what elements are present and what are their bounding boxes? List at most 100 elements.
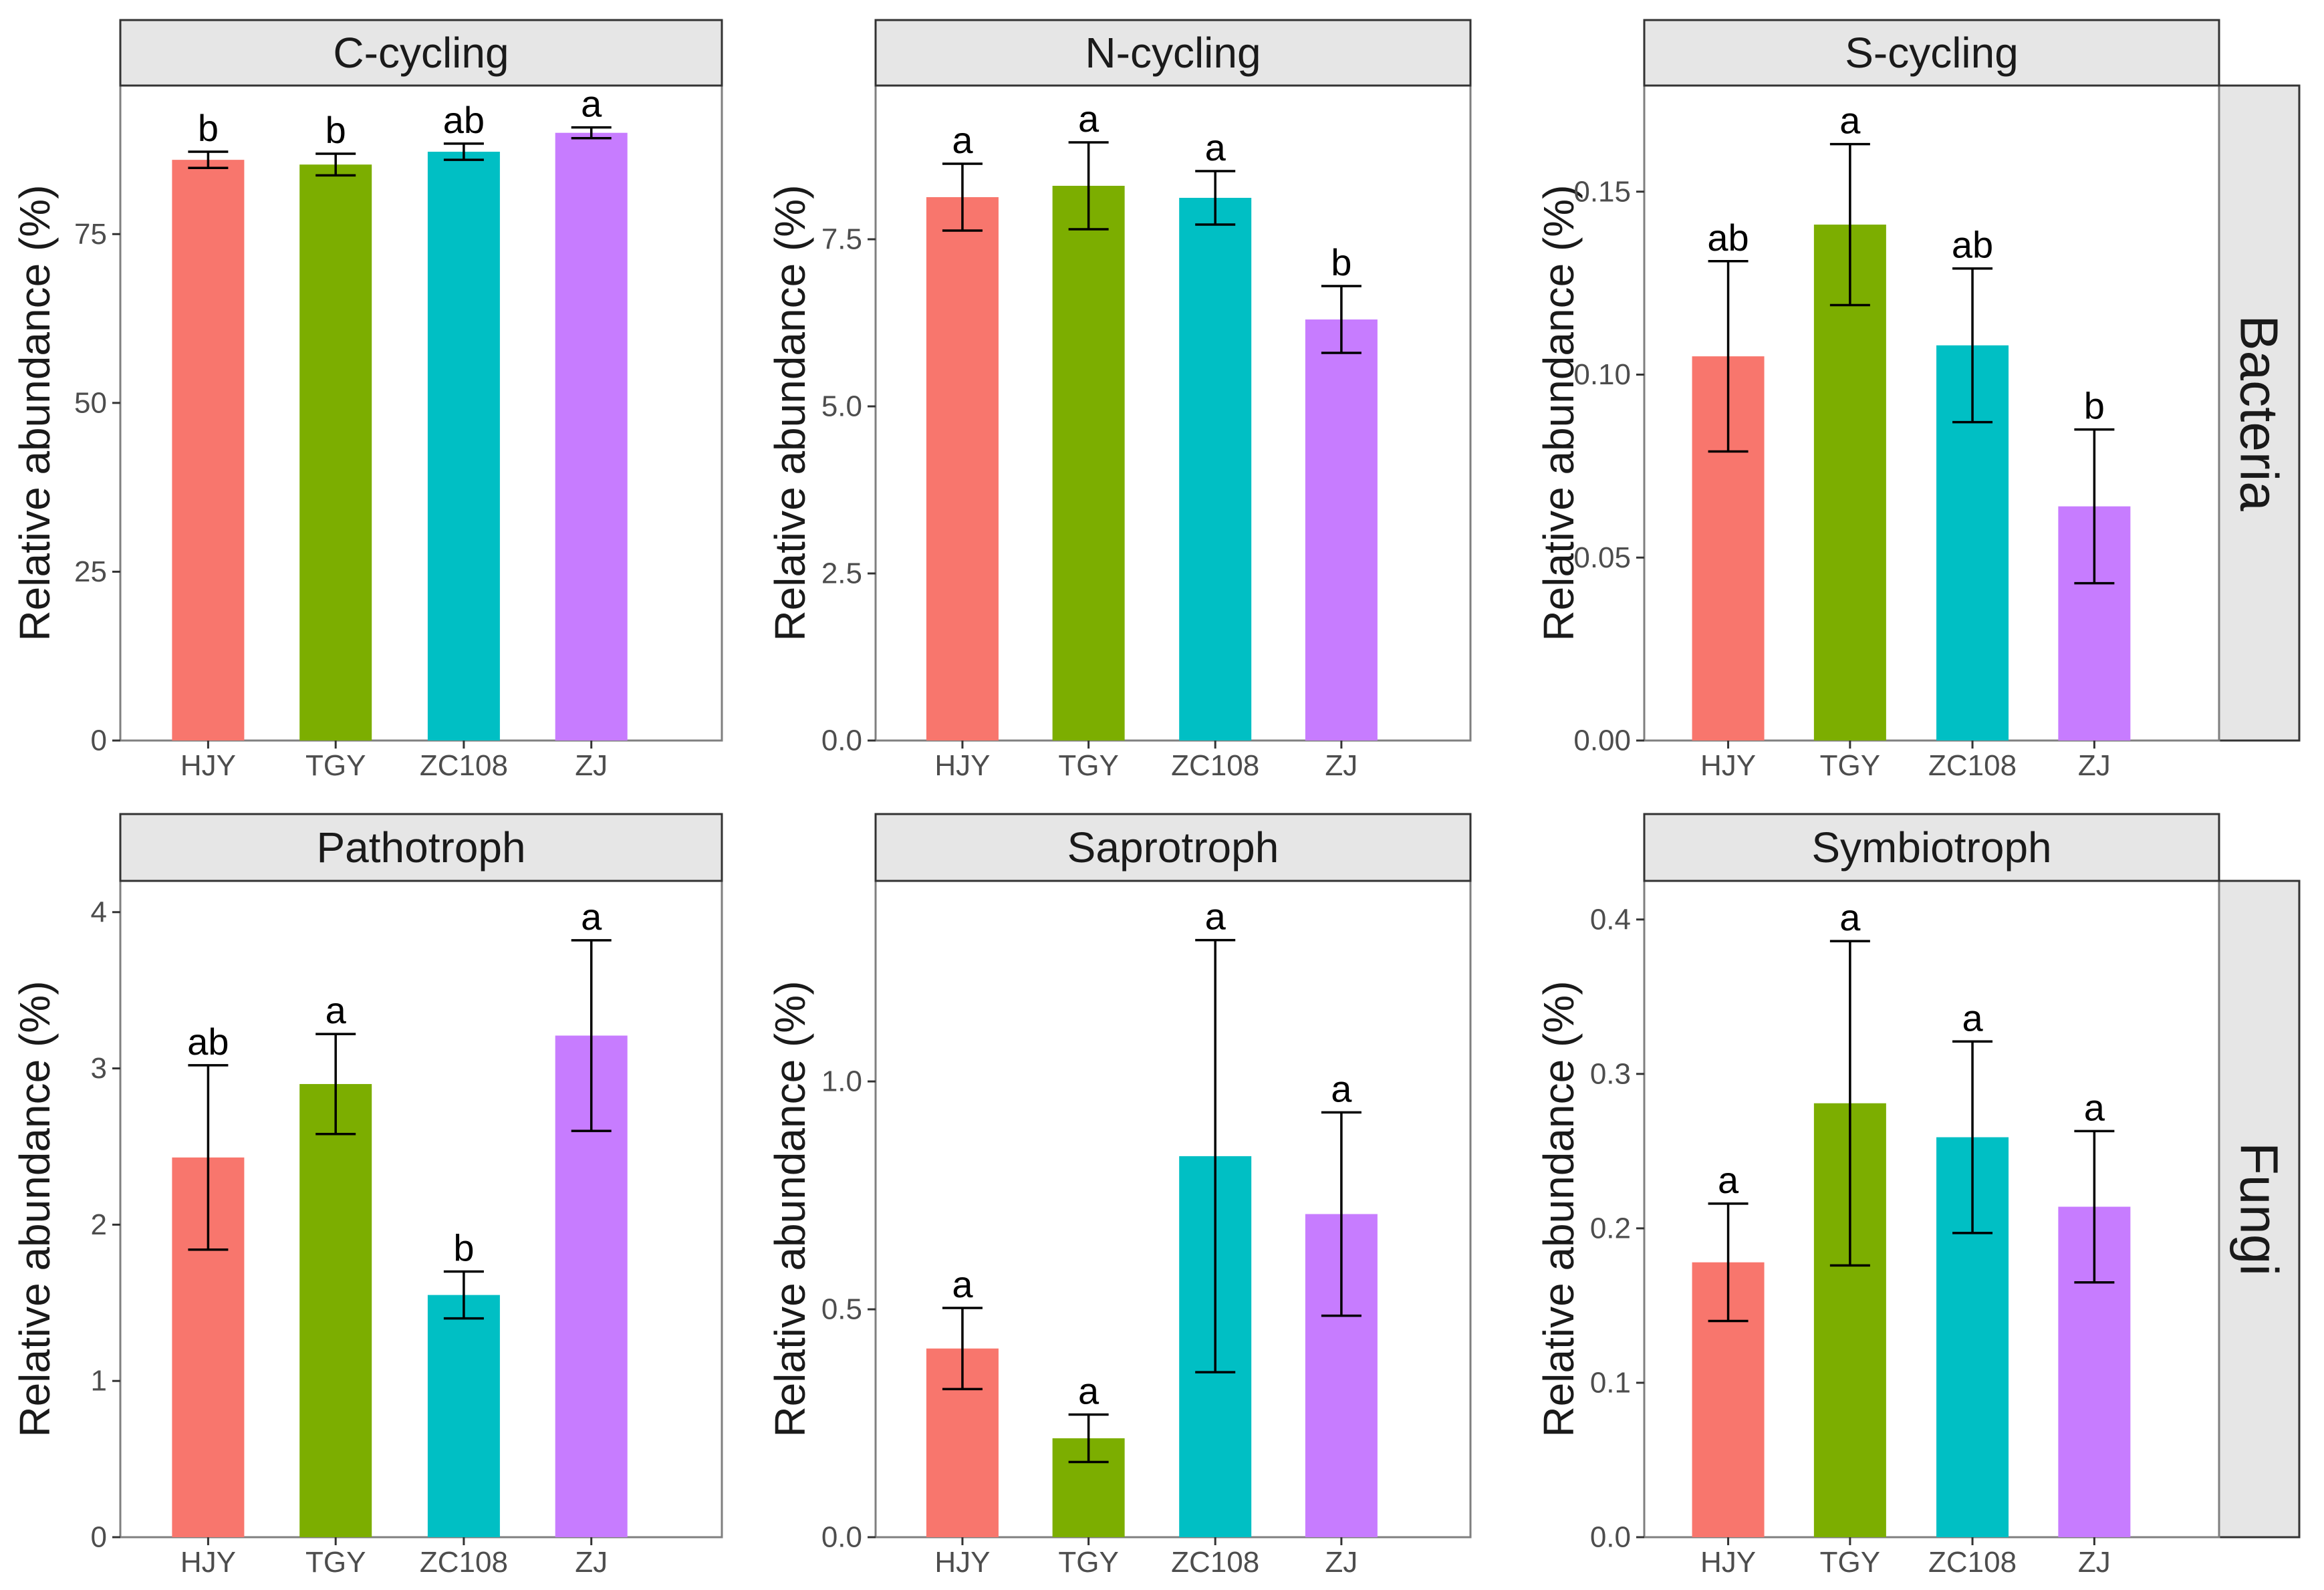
significance-letter-zc108: ab bbox=[1952, 224, 1993, 266]
significance-letter-tgy: a bbox=[326, 989, 347, 1031]
bar-hjy bbox=[172, 160, 245, 741]
panel-title-strip bbox=[1643, 19, 2220, 87]
panel-title: S-cycling bbox=[1845, 29, 2019, 77]
y-tick-label: 0.0 bbox=[821, 724, 862, 757]
y-axis-title: Relative abundance (%) bbox=[766, 184, 814, 641]
panel-title: N-cycling bbox=[1085, 29, 1261, 77]
y-tick-label: 4 bbox=[91, 896, 107, 928]
y-tick-label: 3 bbox=[91, 1052, 107, 1085]
panel-n-cycling: N-cycling Relative abundance (%) 0.0 2.5 5.0… bbox=[766, 19, 1472, 782]
x-tick-label: TGY bbox=[305, 1546, 366, 1579]
x-tick-label: ZC108 bbox=[1171, 749, 1259, 782]
y-tick-label: 2 bbox=[91, 1208, 107, 1241]
y-tick-label: 0.10 bbox=[1573, 358, 1631, 391]
y-axis-title: Relative abundance (%) bbox=[11, 980, 59, 1437]
bar-zj bbox=[555, 132, 628, 741]
significance-letter-hjy: ab bbox=[1707, 217, 1749, 259]
y-tick-label: 0.5 bbox=[821, 1293, 862, 1326]
y-tick-label: 7.5 bbox=[821, 223, 862, 256]
bar-tgy bbox=[299, 164, 372, 741]
panel-title-strip bbox=[119, 813, 723, 882]
y-tick-label: 0.1 bbox=[1590, 1366, 1631, 1399]
y-tick-label: 50 bbox=[74, 386, 107, 419]
y-tick-label: 0 bbox=[91, 724, 107, 757]
significance-letter-hjy: a bbox=[1718, 1159, 1739, 1201]
row-label: Fungi bbox=[2230, 1142, 2289, 1276]
significance-letter-zc108: b bbox=[453, 1227, 474, 1269]
significance-letter-tgy: a bbox=[1839, 100, 1861, 142]
row-strip-bacteria: Bacteria bbox=[2218, 84, 2301, 742]
x-tick-label: ZC108 bbox=[1928, 1546, 2017, 1579]
panel-title: C-cycling bbox=[333, 29, 509, 77]
x-tick-label: HJY bbox=[1700, 749, 1756, 782]
panel-title-strip bbox=[119, 19, 723, 87]
y-tick-label: 0.00 bbox=[1573, 724, 1631, 757]
panel-title-strip bbox=[874, 813, 1472, 882]
x-tick-label: TGY bbox=[1820, 1546, 1880, 1579]
significance-letter-zj: a bbox=[581, 896, 602, 938]
y-axis-title: Relative abundance (%) bbox=[1535, 184, 1583, 641]
panel-saprotroph: Saprotroph Relative abundance (%) 0.0 0.5 1.… bbox=[766, 813, 1472, 1579]
significance-letter-tgy: a bbox=[1839, 896, 1861, 938]
y-tick-label: 0.3 bbox=[1590, 1057, 1631, 1090]
x-tick-label: ZJ bbox=[575, 749, 608, 782]
bar-tgy bbox=[1052, 186, 1125, 741]
significance-letter-tgy: a bbox=[1078, 1370, 1100, 1412]
significance-letter-zj: a bbox=[581, 83, 602, 125]
significance-letter-zj: b bbox=[2084, 385, 2105, 427]
y-tick-label: 75 bbox=[74, 218, 107, 251]
row-strip-box bbox=[2218, 84, 2301, 742]
x-tick-label: HJY bbox=[1700, 1546, 1756, 1579]
y-axis-title: Relative abundance (%) bbox=[11, 184, 59, 641]
y-tick-label: 0.0 bbox=[1590, 1521, 1631, 1554]
significance-letter-hjy: ab bbox=[187, 1021, 229, 1063]
significance-letter-zc108: a bbox=[1962, 997, 1983, 1039]
significance-letter-hjy: b bbox=[198, 107, 219, 149]
x-tick-label: ZC108 bbox=[420, 1546, 508, 1579]
row-strip-fungi: Fungi bbox=[2218, 880, 2301, 1539]
bar-zc108 bbox=[427, 152, 500, 741]
significance-letter-tgy: a bbox=[1078, 98, 1100, 140]
significance-letter-zc108: a bbox=[1205, 896, 1226, 938]
panel-c-cycling: C-cycling Relative abundance (%) 0 25 50 75 b H… bbox=[11, 19, 723, 782]
bar-tgy bbox=[299, 1083, 372, 1537]
x-tick-label: TGY bbox=[1058, 1546, 1118, 1579]
y-axis-title: Relative abundance (%) bbox=[1535, 980, 1583, 1437]
row-strip-box bbox=[2218, 880, 2301, 1539]
panel-title: Pathotroph bbox=[316, 823, 525, 872]
x-tick-label: ZJ bbox=[1325, 1546, 1358, 1579]
bar-zj bbox=[1305, 319, 1378, 741]
x-tick-label: ZJ bbox=[575, 1546, 608, 1579]
y-tick-label: 0.2 bbox=[1590, 1212, 1631, 1244]
panel-s-cycling: S-cycling Relative abundance (%) 0.00 0.05 0… bbox=[1535, 19, 2220, 782]
y-tick-label: 25 bbox=[74, 555, 107, 588]
bar-tgy bbox=[1813, 225, 1886, 741]
x-tick-label: HJY bbox=[180, 1546, 236, 1579]
x-tick-label: ZJ bbox=[1325, 749, 1358, 782]
x-tick-label: TGY bbox=[1820, 749, 1880, 782]
y-tick-label: 2.5 bbox=[821, 557, 862, 590]
x-tick-label: TGY bbox=[1058, 749, 1118, 782]
panel-title-strip bbox=[874, 19, 1472, 87]
panel-title-strip bbox=[1643, 813, 2220, 882]
x-tick-label: HJY bbox=[180, 749, 236, 782]
x-tick-label: ZJ bbox=[2078, 749, 2111, 782]
y-axis-title: Relative abundance (%) bbox=[766, 980, 814, 1437]
y-tick-label: 0 bbox=[91, 1521, 107, 1554]
y-tick-label: 1.0 bbox=[821, 1065, 862, 1098]
bar-zc108 bbox=[427, 1295, 500, 1537]
x-tick-label: ZC108 bbox=[1171, 1546, 1259, 1579]
y-tick-label: 0.0 bbox=[821, 1521, 862, 1554]
x-tick-label: HJY bbox=[934, 749, 990, 782]
x-tick-label: TGY bbox=[305, 749, 366, 782]
significance-letter-hjy: a bbox=[952, 119, 973, 161]
x-tick-label: ZJ bbox=[2078, 1546, 2111, 1579]
bar-zc108 bbox=[1179, 198, 1252, 741]
panel-title: Symbiotroph bbox=[1811, 823, 2051, 872]
x-tick-label: ZC108 bbox=[1928, 749, 2017, 782]
significance-letter-zj: a bbox=[2084, 1086, 2105, 1128]
significance-letter-zc108: ab bbox=[443, 99, 485, 141]
row-label: Bacteria bbox=[2230, 315, 2289, 511]
